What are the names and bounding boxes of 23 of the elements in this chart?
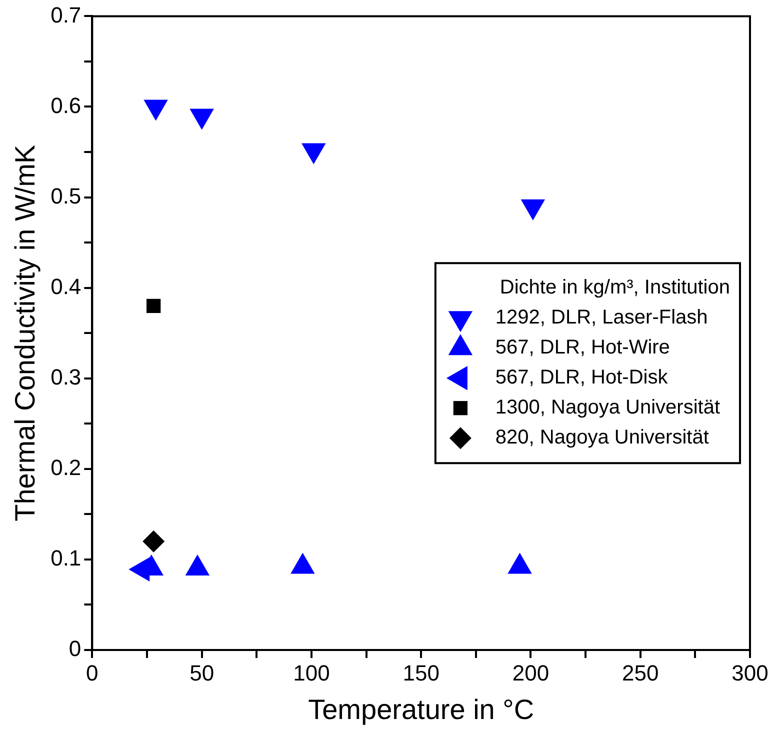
y-tick-label: 0.3 — [50, 364, 82, 390]
y-tick-label: 0.2 — [50, 454, 82, 480]
x-tick-label: 250 — [622, 660, 659, 686]
y-tick-label: 0.4 — [50, 274, 82, 299]
x-axis-title: Temperature in °C — [308, 694, 534, 725]
y-tick-label: 0.7 — [50, 2, 82, 28]
y-tick-label: 0.5 — [50, 183, 82, 208]
y-axis-title: Thermal Conductivity in W/mK — [10, 144, 41, 522]
x-tick-label: 300 — [732, 660, 768, 686]
legend-label: 820, Nagoya Universität — [495, 426, 710, 449]
x-tick-label: 100 — [293, 660, 330, 686]
y-tick-label: 0 — [68, 636, 82, 662]
y-tick-label: 0.1 — [50, 546, 82, 571]
x-tick-label: 50 — [190, 660, 214, 686]
legend-label: 567, DLR, Hot-Wire — [495, 336, 670, 359]
x-tick-label: 0 — [86, 660, 98, 686]
legend-label: 567, DLR, Hot-Disk — [495, 366, 669, 389]
legend-label: 1292, DLR, Laser-Flash — [495, 306, 708, 329]
y-tick-label: 0.6 — [50, 92, 82, 118]
x-tick-label: 200 — [512, 660, 550, 686]
legend-label: 1300, Nagoya Universität — [495, 396, 720, 419]
x-tick-label: 150 — [402, 660, 440, 686]
legend-title: Dichte in kg/m³, Institution — [500, 276, 730, 299]
